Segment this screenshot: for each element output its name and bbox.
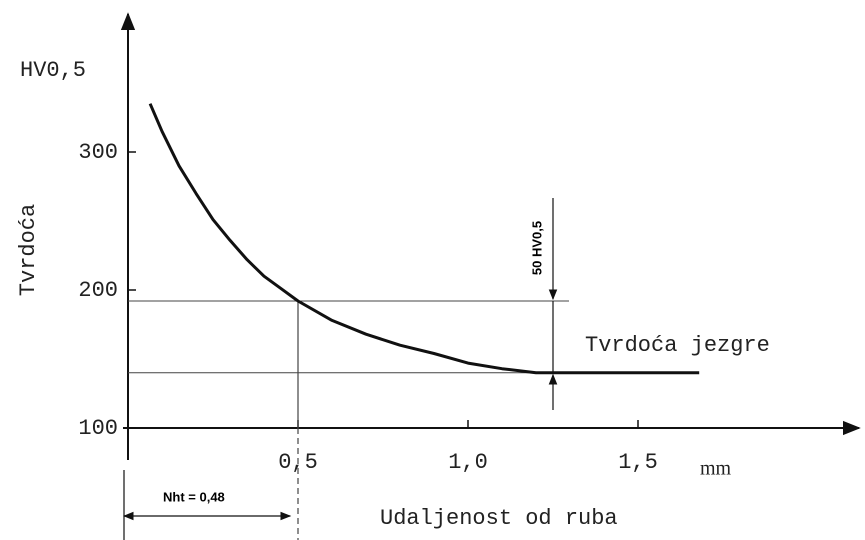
hardness-curve [148, 103, 700, 375]
x-tick-label: 1,5 [618, 450, 658, 475]
y-unit: HV0,5 [20, 58, 86, 83]
x-unit: mm [700, 458, 732, 480]
y-tick-label: 300 [78, 140, 118, 165]
x-label: Udaljenost od ruba [380, 506, 618, 531]
x-tick-label: 1,0 [448, 450, 488, 475]
y-tick-label: 100 [78, 416, 118, 441]
y-tick-label: 200 [78, 278, 118, 303]
curve-label: Tvrdoća jezgre [585, 333, 770, 358]
difference-label: 50 HV0,5 [529, 221, 544, 275]
nht-label: Nht = 0,48 [163, 489, 225, 504]
y-label: Tvrdoća [16, 204, 41, 296]
